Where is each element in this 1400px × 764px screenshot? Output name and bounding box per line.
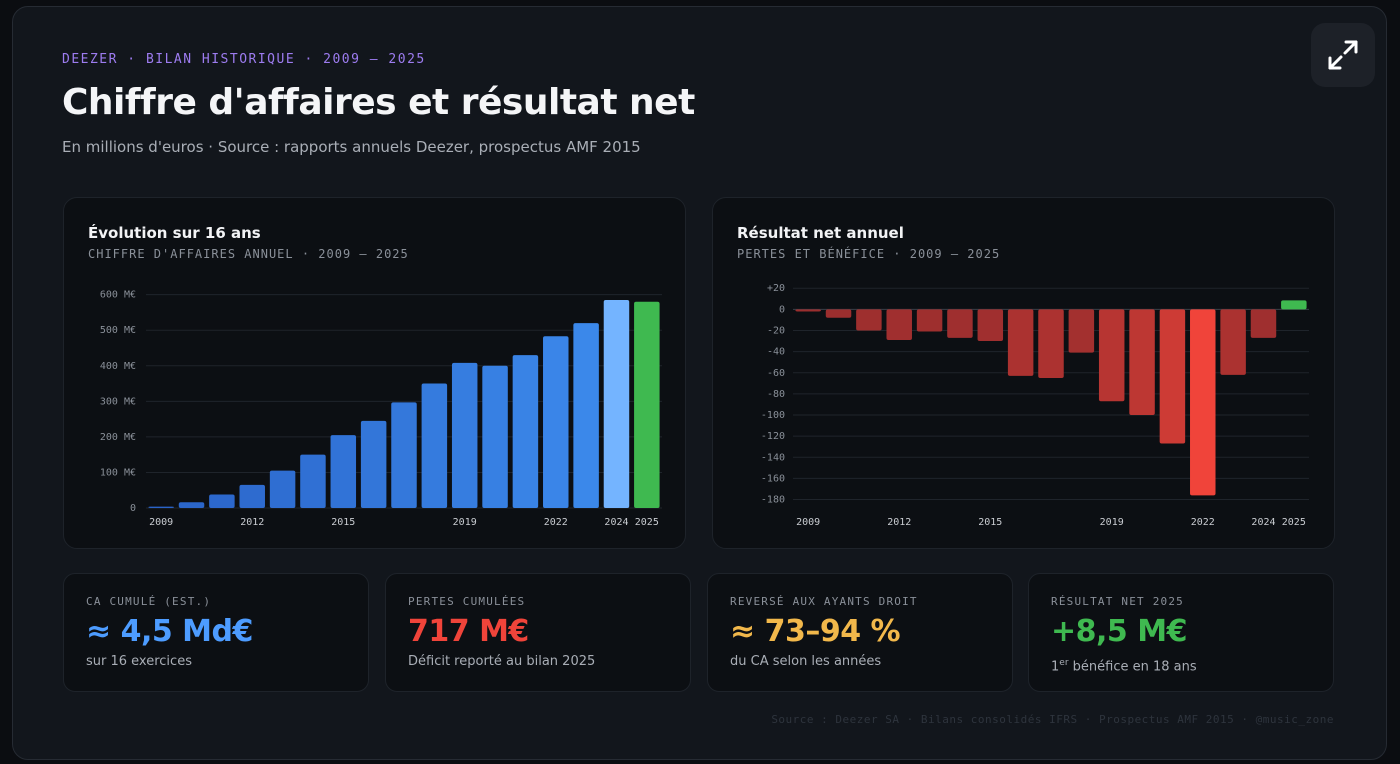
y-tick-label: -40 (767, 347, 785, 358)
page-subtitle: En millions d'euros · Source : rapports … (62, 138, 641, 156)
net-result-bar (856, 309, 882, 331)
x-tick-label: 2022 (544, 517, 568, 528)
net-result-bar (1068, 309, 1095, 353)
kpi-note-ordinal: 1 (1051, 659, 1060, 675)
x-tick-label: 2024 (604, 517, 628, 528)
y-tick-label: 100 M€ (100, 467, 136, 478)
x-tick-label: 2019 (1100, 517, 1124, 528)
net-result-bar (1129, 309, 1155, 416)
revenue-bar (451, 362, 478, 508)
net-result-bar (1250, 309, 1277, 338)
net-result-bar (947, 309, 973, 338)
revenue-bar (603, 300, 630, 508)
kpi-label: PERTES CUMULÉES (408, 595, 526, 608)
y-tick-label: 400 M€ (100, 361, 136, 372)
x-tick-label: 2015 (978, 517, 1002, 528)
x-tick-label: 2015 (331, 517, 355, 528)
net-result-bar (1007, 309, 1034, 376)
kpi-note: du CA selon les années (730, 654, 882, 669)
y-tick-label: -100 (761, 410, 785, 421)
kpi-value: ≈ 4,5 Md€ (86, 614, 253, 649)
expand-button[interactable] (1311, 23, 1375, 87)
net-result-chart: +20 0 -20 -40 -60 -80 -100 -120 -140 -160 -180 2009… (761, 283, 1309, 528)
expand-icon (1328, 40, 1358, 70)
net-result-bar (1159, 309, 1186, 444)
y-tick-label: 200 M€ (100, 432, 136, 443)
net-result-bar (886, 309, 912, 340)
y-tick-label: -60 (767, 368, 785, 379)
eyebrow: DEEZER · BILAN HISTORIQUE · 2009 – 2025 (62, 52, 426, 67)
kpi-card-losses: PERTES CUMULÉES 717 M€ Déficit reporté a… (385, 573, 691, 692)
net-result-chart-subtitle: PERTES ET BÉNÉFICE · 2009 – 2025 (737, 247, 1001, 261)
revenue-bar (330, 435, 357, 508)
kpi-label: RÉSULTAT NET 2025 (1051, 595, 1184, 608)
net-result-bar (1098, 309, 1125, 402)
kpi-value: 717 M€ (408, 614, 529, 649)
x-tick-label: 2012 (240, 517, 264, 528)
revenue-chart-subtitle: CHIFFRE D'AFFAIRES ANNUEL · 2009 – 2025 (88, 247, 409, 261)
x-tick-label: 2024 (1251, 517, 1275, 528)
kpi-note: sur 16 exercices (86, 654, 192, 669)
x-tick-label: 2019 (453, 517, 477, 528)
y-tick-label: 0 (130, 503, 136, 514)
kpi-value: +8,5 M€ (1051, 614, 1187, 649)
revenue-bar (148, 506, 174, 508)
kpi-note: Déficit reporté au bilan 2025 (408, 654, 596, 669)
kpi-label: REVERSÉ AUX AYANTS DROIT (730, 595, 918, 608)
y-tick-label: -160 (761, 473, 785, 484)
kpi-card-revenue: CA CUMULÉ (EST.) ≈ 4,5 Md€ sur 16 exerci… (63, 573, 369, 692)
net-result-chart-title: Résultat net annuel (737, 224, 904, 242)
y-tick-label: -140 (761, 452, 785, 463)
kpi-card-rights-holders: REVERSÉ AUX AYANTS DROIT ≈ 73–94 % du CA… (707, 573, 1013, 692)
x-tick-label: 2025 (1282, 517, 1306, 528)
kpi-note: 1er bénéfice en 18 ans (1051, 658, 1197, 674)
revenue-bar (421, 383, 448, 508)
net-result-bar (1038, 309, 1064, 379)
source-footer: Source : Deezer SA · Bilans consolidés I… (771, 713, 1334, 726)
kpi-label: CA CUMULÉ (EST.) (86, 595, 212, 608)
x-tick-label: 2022 (1191, 517, 1215, 528)
revenue-chart: 600 M€ 500 M€ 400 M€ 300 M€ 200 M€ 100 M€ 0 200… (100, 290, 662, 528)
net-result-bar (1190, 309, 1216, 496)
revenue-bar (573, 323, 599, 508)
y-tick-label: +20 (767, 283, 785, 294)
y-tick-label: -20 (767, 325, 785, 336)
kpi-note-text: bénéfice en 18 ans (1072, 659, 1197, 675)
kpi-card-net-result: RÉSULTAT NET 2025 +8,5 M€ 1er bénéfice e… (1028, 573, 1334, 692)
y-tick-label: 300 M€ (100, 396, 136, 407)
revenue-bar (482, 365, 508, 508)
page-title: Chiffre d'affaires et résultat net (62, 82, 695, 123)
y-tick-label: 0 (779, 304, 785, 315)
revenue-bar (360, 420, 387, 508)
revenue-bar (634, 301, 660, 508)
y-tick-label: -80 (767, 389, 785, 400)
x-tick-label: 2009 (149, 517, 173, 528)
x-tick-label: 2025 (635, 517, 659, 528)
y-tick-label: 600 M€ (100, 290, 136, 301)
kpi-note-ordinal-suffix: er (1059, 658, 1069, 668)
revenue-bar (269, 470, 296, 508)
net-result-bar (795, 309, 821, 312)
net-result-chart-panel: Résultat net annuel PERTES ET BÉNÉFICE ·… (712, 197, 1335, 549)
revenue-bar (300, 454, 326, 508)
net-result-bar (825, 309, 852, 318)
net-result-bar (1281, 300, 1307, 310)
revenue-bar (391, 402, 417, 508)
kpi-value: ≈ 73–94 % (730, 614, 901, 649)
revenue-chart-panel: Évolution sur 16 ans CHIFFRE D'AFFAIRES … (63, 197, 686, 549)
net-result-bar (916, 309, 943, 332)
revenue-chart-title: Évolution sur 16 ans (88, 224, 261, 242)
y-tick-label: -180 (761, 495, 785, 506)
revenue-bar (543, 336, 569, 508)
revenue-bar (209, 494, 235, 508)
x-tick-label: 2012 (887, 517, 911, 528)
x-tick-label: 2009 (796, 517, 820, 528)
revenue-bar (239, 484, 265, 508)
revenue-bar (512, 355, 539, 508)
y-tick-label: 500 M€ (100, 325, 136, 336)
net-result-bar (1220, 309, 1246, 375)
revenue-bar (178, 502, 205, 508)
net-result-bar (977, 309, 1004, 342)
y-tick-label: -120 (761, 431, 785, 442)
